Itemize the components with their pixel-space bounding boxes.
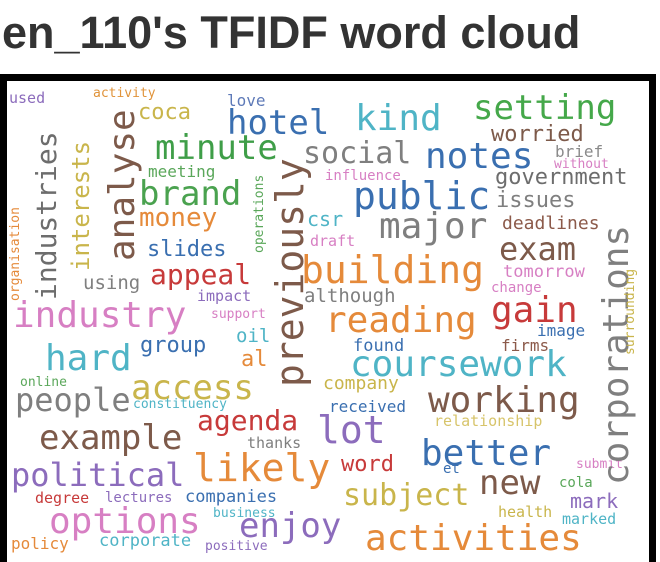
word-found: found bbox=[353, 336, 405, 356]
word-relationship: relationship bbox=[434, 412, 543, 430]
word-social: social bbox=[303, 136, 412, 171]
word-companies: companies bbox=[185, 487, 278, 507]
word-enjoy: enjoy bbox=[239, 506, 342, 546]
word-worried: worried bbox=[491, 122, 584, 147]
word-subject: subject bbox=[343, 478, 470, 513]
word-without: without bbox=[554, 157, 609, 172]
word-corporate: corporate bbox=[99, 531, 192, 551]
word-setting: setting bbox=[473, 88, 617, 128]
word-mark: mark bbox=[570, 489, 619, 513]
word-group: group bbox=[140, 333, 207, 358]
word-surrounding: surrounding bbox=[623, 268, 638, 355]
word-received: received bbox=[329, 397, 407, 416]
word-issues: issues bbox=[496, 188, 576, 213]
word-government: government bbox=[495, 165, 628, 190]
word-positive: positive bbox=[205, 539, 268, 554]
word-health: health bbox=[498, 503, 553, 521]
word-constituency: constituency bbox=[133, 397, 227, 412]
word-slides: slides bbox=[147, 237, 227, 262]
word-building: building bbox=[301, 248, 485, 292]
word-image: image bbox=[537, 321, 586, 340]
word-coca: coca bbox=[138, 100, 191, 125]
word-activity: activity bbox=[93, 86, 156, 101]
word-hard: hard bbox=[45, 338, 132, 379]
word-exam: exam bbox=[499, 230, 577, 268]
word-previously: previously bbox=[268, 158, 312, 387]
word-policy: policy bbox=[11, 534, 69, 553]
word-industry: industry bbox=[13, 295, 187, 336]
word-lot: lot bbox=[317, 408, 386, 452]
word-political: political bbox=[11, 456, 185, 494]
word-lectures: lectures bbox=[105, 490, 173, 506]
word-change: change bbox=[491, 280, 542, 296]
word-operations: operations bbox=[252, 174, 267, 253]
word-coursework: coursework bbox=[350, 344, 567, 385]
word-hotel: hotel bbox=[227, 103, 330, 143]
word-money: money bbox=[139, 203, 218, 233]
word-cloud: used activity coca love hotel kind setti… bbox=[0, 74, 656, 562]
word-business: business bbox=[213, 506, 276, 521]
word-draft: draft bbox=[310, 232, 356, 250]
word-minute: minute bbox=[155, 128, 278, 168]
word-using: using bbox=[83, 272, 141, 294]
word-meeting: meeting bbox=[148, 162, 216, 181]
word-notes: notes bbox=[425, 136, 534, 177]
word-cloud-canvas: used activity coca love hotel kind setti… bbox=[7, 81, 649, 562]
word-company: company bbox=[323, 373, 399, 394]
word-degree: degree bbox=[35, 489, 90, 507]
word-cola: cola bbox=[559, 475, 593, 491]
word-gain: gain bbox=[491, 290, 578, 331]
word-word: word bbox=[341, 452, 394, 477]
word-access: access bbox=[131, 368, 254, 408]
word-submit: submit bbox=[576, 457, 623, 472]
word-deadlines: deadlines bbox=[502, 213, 600, 234]
word-marked: marked bbox=[562, 510, 617, 528]
word-analyse: analyse bbox=[102, 109, 143, 261]
word-et: et bbox=[443, 461, 460, 477]
word-likely: likely bbox=[193, 446, 331, 490]
page-title: en_110's TFIDF word cloud bbox=[2, 7, 581, 58]
word-love: love bbox=[227, 91, 266, 110]
word-public: public bbox=[353, 174, 491, 218]
word-thanks: thanks bbox=[247, 434, 302, 452]
word-options: options bbox=[49, 501, 201, 542]
word-tomorrow: tomorrow bbox=[503, 262, 585, 282]
word-appeal: appeal bbox=[150, 258, 252, 291]
word-used: used bbox=[9, 89, 46, 107]
word-although: although bbox=[304, 285, 396, 307]
word-al: al bbox=[241, 347, 268, 372]
word-people: people bbox=[15, 381, 131, 419]
word-kind: kind bbox=[355, 98, 442, 139]
word-impact: impact bbox=[197, 287, 252, 305]
word-new: new bbox=[479, 463, 541, 503]
word-brief: brief bbox=[555, 142, 604, 161]
word-major: major bbox=[379, 206, 488, 247]
word-reading: reading bbox=[325, 300, 477, 341]
word-influence: influence bbox=[325, 168, 401, 184]
word-working: working bbox=[428, 380, 580, 421]
word-activities: activities bbox=[365, 518, 582, 559]
word-firms: firms bbox=[501, 336, 550, 355]
word-interests: interests bbox=[67, 140, 95, 271]
word-organisation: organisation bbox=[8, 207, 23, 301]
word-example: example bbox=[39, 418, 183, 458]
word-oil: oil bbox=[236, 325, 271, 347]
word-support: support bbox=[211, 307, 266, 322]
word-industries: industries bbox=[30, 131, 63, 300]
word-better: better bbox=[421, 433, 552, 474]
word-brand: brand bbox=[139, 174, 242, 214]
word-agenda: agenda bbox=[197, 404, 299, 437]
word-csr: csr bbox=[307, 207, 344, 231]
word-online: online bbox=[20, 375, 67, 390]
